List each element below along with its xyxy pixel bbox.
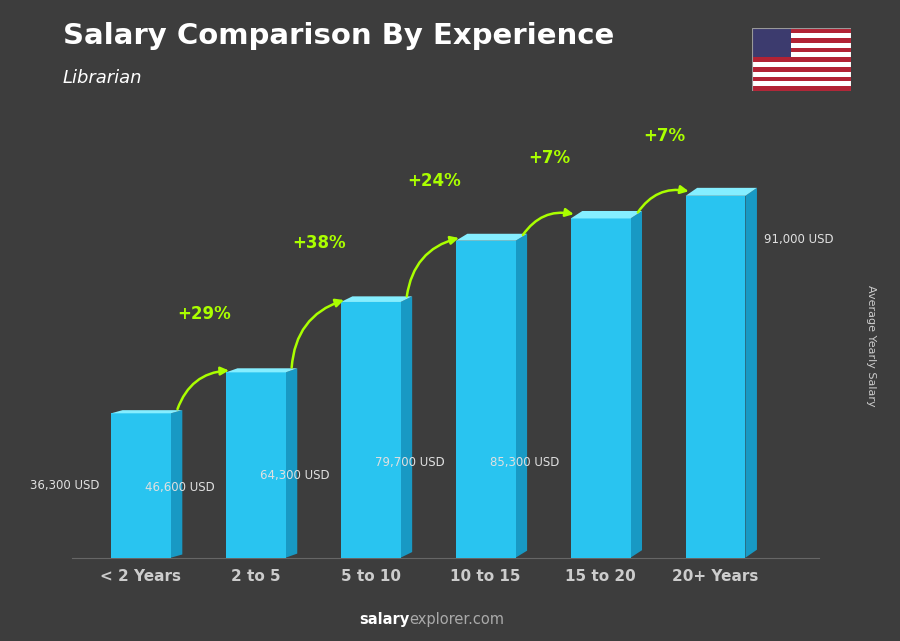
Bar — [686, 196, 745, 558]
Text: 79,700 USD: 79,700 USD — [374, 456, 445, 469]
Bar — [226, 372, 286, 558]
Bar — [752, 28, 791, 57]
Bar — [752, 67, 850, 72]
Bar — [752, 57, 850, 62]
Polygon shape — [686, 188, 757, 196]
Text: 46,600 USD: 46,600 USD — [145, 481, 214, 494]
Text: +7%: +7% — [528, 149, 570, 167]
Bar — [752, 47, 850, 53]
Text: 36,300 USD: 36,300 USD — [30, 479, 100, 492]
Text: 64,300 USD: 64,300 USD — [260, 469, 329, 482]
Text: 85,300 USD: 85,300 USD — [490, 456, 559, 469]
Bar — [571, 219, 631, 558]
Polygon shape — [341, 296, 412, 302]
Bar — [752, 28, 850, 33]
Bar — [752, 38, 850, 43]
Polygon shape — [400, 296, 412, 558]
Bar — [752, 81, 850, 86]
Bar — [752, 33, 850, 38]
Text: +38%: +38% — [292, 234, 346, 252]
Polygon shape — [571, 211, 642, 219]
Bar — [752, 86, 850, 91]
Text: Librarian: Librarian — [63, 69, 142, 87]
Polygon shape — [286, 369, 297, 558]
Bar — [111, 413, 171, 558]
Bar — [455, 241, 516, 558]
Bar — [341, 302, 400, 558]
Bar — [752, 76, 850, 81]
Polygon shape — [111, 410, 183, 413]
Bar — [752, 72, 850, 76]
Text: Salary Comparison By Experience: Salary Comparison By Experience — [63, 22, 614, 51]
Bar — [752, 62, 850, 67]
Text: +24%: +24% — [407, 172, 461, 190]
Polygon shape — [745, 188, 757, 558]
Polygon shape — [631, 211, 642, 558]
Polygon shape — [171, 410, 183, 558]
Text: explorer.com: explorer.com — [410, 612, 505, 627]
Text: 91,000 USD: 91,000 USD — [764, 233, 833, 246]
Bar — [752, 53, 850, 57]
Text: salary: salary — [359, 612, 410, 627]
Polygon shape — [516, 234, 527, 558]
Polygon shape — [226, 369, 297, 372]
Text: +29%: +29% — [177, 305, 231, 323]
Text: +7%: +7% — [643, 126, 685, 145]
Polygon shape — [455, 234, 527, 241]
Bar — [752, 43, 850, 47]
Text: Average Yearly Salary: Average Yearly Salary — [866, 285, 877, 407]
